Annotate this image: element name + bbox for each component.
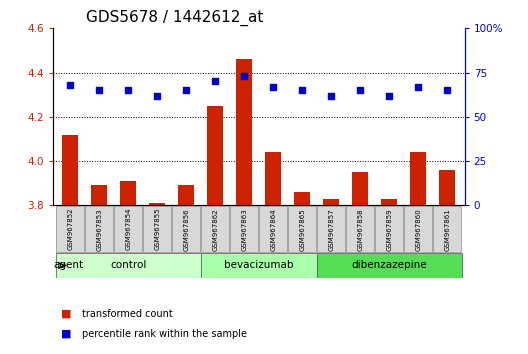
Text: dibenzazepine: dibenzazepine [352,261,427,270]
FancyBboxPatch shape [259,206,287,252]
Text: GSM967857: GSM967857 [328,208,334,251]
Point [269,84,277,90]
FancyBboxPatch shape [201,206,229,252]
Text: GSM967858: GSM967858 [357,208,363,251]
Bar [178,185,194,205]
Point [66,82,74,88]
Point [240,73,249,79]
Bar [352,172,368,205]
Text: GDS5678 / 1442612_at: GDS5678 / 1442612_at [86,9,263,25]
Bar [265,152,281,205]
Point [211,79,220,84]
FancyBboxPatch shape [317,206,345,252]
FancyBboxPatch shape [288,206,316,252]
Text: ■: ■ [61,329,71,339]
Bar [381,199,397,205]
Text: GSM967865: GSM967865 [299,208,305,251]
Text: GSM967852: GSM967852 [67,208,73,251]
Point [385,93,393,98]
Text: GSM967854: GSM967854 [125,208,131,251]
FancyBboxPatch shape [201,253,317,278]
Bar [439,170,455,205]
Text: control: control [110,261,146,270]
FancyBboxPatch shape [172,206,200,252]
Text: GSM967856: GSM967856 [183,208,189,251]
Bar [149,203,165,205]
Point [443,87,451,93]
Text: percentile rank within the sample: percentile rank within the sample [82,329,247,339]
Text: bevacizumab: bevacizumab [224,261,294,270]
Text: GSM967860: GSM967860 [415,208,421,251]
Bar [323,199,339,205]
Point [95,87,103,93]
FancyBboxPatch shape [317,253,462,278]
Point [356,87,364,93]
Bar [207,106,223,205]
Point [153,93,162,98]
FancyBboxPatch shape [56,206,84,252]
FancyBboxPatch shape [230,206,258,252]
Text: GSM967855: GSM967855 [154,208,160,251]
Point [327,93,335,98]
FancyBboxPatch shape [346,206,374,252]
Text: GSM967861: GSM967861 [444,208,450,251]
Text: GSM967863: GSM967863 [241,208,247,251]
Bar [236,59,252,205]
Point [414,84,422,90]
Bar [294,192,310,205]
FancyBboxPatch shape [375,206,403,252]
Bar [91,185,107,205]
Text: agent: agent [53,261,83,270]
FancyBboxPatch shape [86,206,113,252]
Bar [62,135,78,205]
Text: ■: ■ [61,309,71,319]
Point [298,87,306,93]
Text: GSM967862: GSM967862 [212,208,218,251]
Bar [410,152,426,205]
FancyBboxPatch shape [143,206,171,252]
FancyBboxPatch shape [404,206,432,252]
Bar [120,181,136,205]
Text: GSM967864: GSM967864 [270,208,276,251]
Text: transformed count: transformed count [82,309,172,319]
Text: GSM967853: GSM967853 [96,208,102,251]
Text: GSM967859: GSM967859 [386,208,392,251]
FancyBboxPatch shape [433,206,461,252]
FancyBboxPatch shape [114,206,142,252]
Point [124,87,133,93]
FancyBboxPatch shape [55,253,201,278]
Point [182,87,191,93]
